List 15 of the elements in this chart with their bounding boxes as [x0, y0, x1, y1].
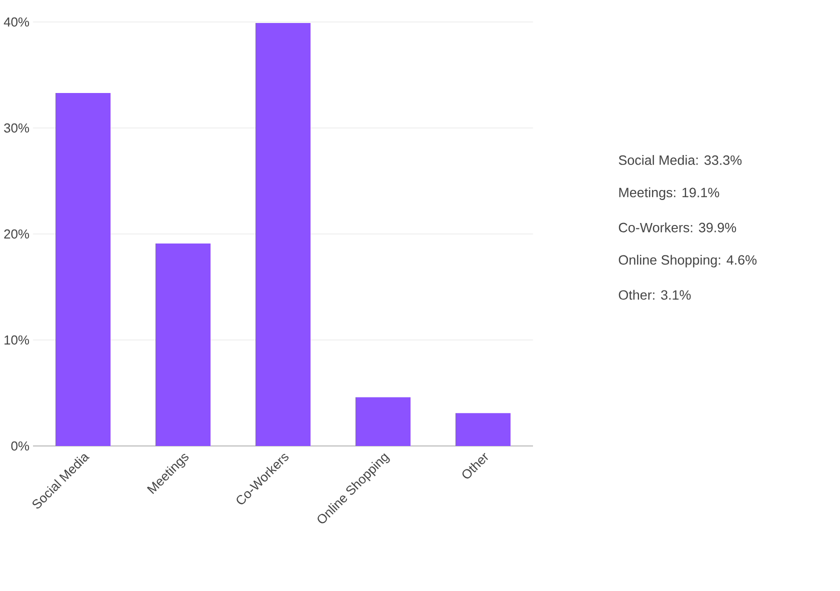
bar — [456, 413, 511, 446]
bar — [56, 93, 111, 446]
text: Meetings: 19.1% — [619, 187, 720, 200]
y-tick-label: 30% — [4, 123, 30, 133]
y-tick-label: 40% — [4, 17, 30, 27]
y-tick-label: 10% — [4, 335, 30, 345]
text: Co-Workers: 39.9% — [618, 222, 736, 232]
text: Social Media: 33.3% — [618, 155, 742, 165]
bar — [156, 244, 211, 446]
text: Other: 3.1% — [618, 290, 691, 300]
bar — [256, 23, 311, 446]
y-tick-label: 20% — [4, 229, 30, 239]
bar — [356, 397, 411, 446]
y-tick-label: 0% — [11, 441, 30, 451]
text: Online Shopping: 4.6% — [618, 254, 757, 268]
